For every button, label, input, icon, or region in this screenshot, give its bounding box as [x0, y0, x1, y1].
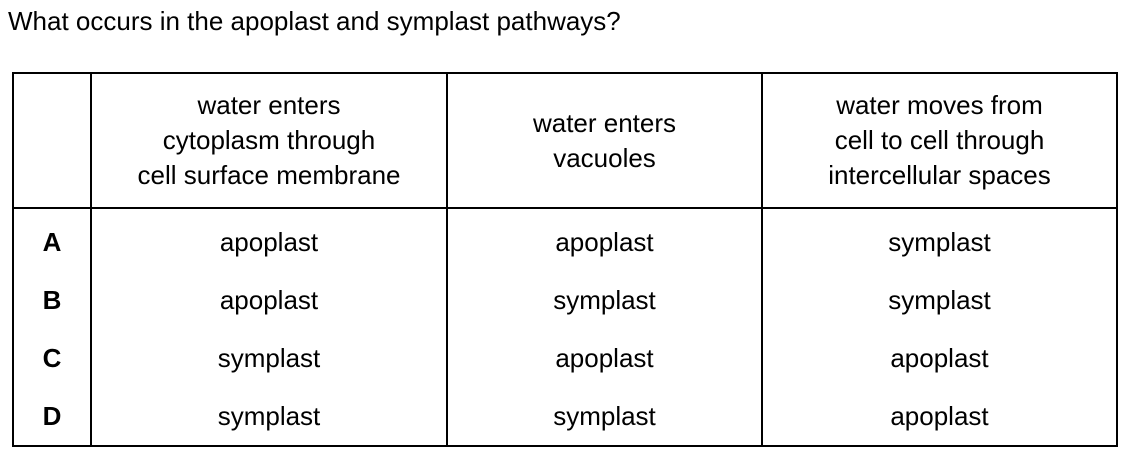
option-letter: C	[42, 342, 62, 373]
column-header-line: cytoplasm through	[162, 125, 376, 155]
table-cell: symplast	[90, 387, 447, 446]
column-header-vacuoles: water enters vacuoles	[446, 73, 762, 209]
table-cell: symplast	[446, 387, 762, 446]
column-header-line: intercellular spaces	[828, 160, 1051, 190]
question-text: What occurs in the apoplast and symplast…	[8, 6, 621, 36]
table-cell: apoplast	[446, 329, 762, 387]
column-header-line: cell to cell through	[834, 125, 1045, 155]
table-cell: symplast	[761, 208, 1117, 271]
table-cell: apoplast	[761, 387, 1117, 446]
table-row-b: B apoplast symplast symplast	[13, 271, 1117, 329]
column-header-cytoplasm: water enters cytoplasm through cell surf…	[90, 73, 447, 209]
table-cell: apoplast	[90, 271, 447, 329]
option-letter: A	[42, 226, 62, 257]
column-header-line: water enters	[532, 107, 677, 138]
table-row-c: C symplast apoplast apoplast	[13, 329, 1117, 387]
column-header-line: vacuoles	[553, 142, 656, 173]
table-header-row: water enters cytoplasm through cell surf…	[13, 73, 1117, 209]
table-row-a: A apoplast apoplast symplast	[13, 208, 1117, 271]
option-letter: D	[42, 400, 62, 431]
table-row-d: D symplast symplast apoplast	[13, 387, 1117, 446]
column-header-line: water enters	[197, 90, 341, 120]
table-cell: apoplast	[90, 208, 447, 271]
table-cell: apoplast	[446, 208, 762, 271]
table-cell: symplast	[446, 271, 762, 329]
header-blank-cell	[13, 73, 91, 209]
table-cell: symplast	[90, 329, 447, 387]
table-cell: symplast	[761, 271, 1117, 329]
column-header-intercellular: water moves from cell to cell through in…	[761, 73, 1117, 209]
option-letter: B	[42, 284, 62, 315]
column-header-line: cell surface membrane	[137, 160, 401, 190]
answer-table: water enters cytoplasm through cell surf…	[12, 72, 1118, 447]
table-cell: apoplast	[761, 329, 1117, 387]
column-header-line: water moves from	[836, 90, 1043, 120]
